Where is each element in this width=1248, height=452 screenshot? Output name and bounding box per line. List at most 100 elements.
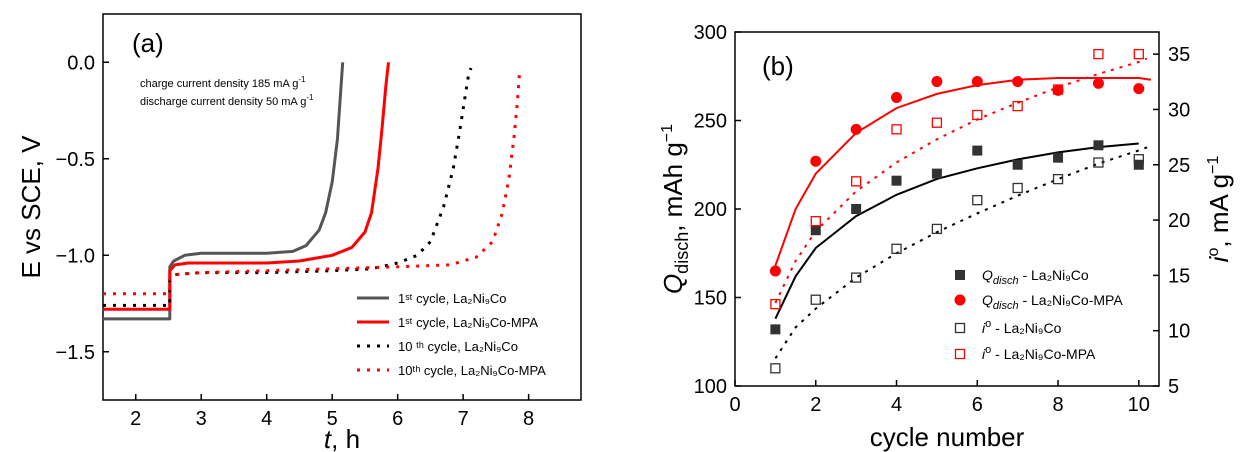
panel-b-left-tick-label: 200: [694, 199, 727, 221]
panel-b-point: [1093, 48, 1104, 60]
panel-b-point: [850, 123, 862, 135]
panel-b-point: [850, 272, 862, 283]
panel-b-legend-label-4: io - La₂Ni₉Co-MPA: [982, 344, 1096, 362]
panel-b-point: [1012, 100, 1023, 112]
panel-b-legend: Qdisch - La₂Ni₉Co Qdisch - La₂Ni₉Co-MPA io…: [954, 267, 1123, 362]
panel-b-right-tick-label: 25: [1168, 155, 1190, 177]
panel-b-point: [1133, 154, 1144, 165]
panel-b-right-tick-label: 5: [1168, 376, 1179, 398]
panel-b-point: [891, 243, 902, 254]
panel-b-fit-lines: [774, 57, 1152, 359]
panel-b-point: [1053, 152, 1064, 163]
panel-a-series: [103, 62, 521, 321]
panel-a-plot-frame: [102, 13, 582, 401]
panel-b-point: [891, 124, 902, 135]
panel-a-y-tick-label: −1.5: [56, 342, 95, 364]
panel-b-legend-label-2: Qdisch - La₂Ni₉Co-MPA: [982, 292, 1123, 312]
panel-b-ticks: 0 2 4 6 8 10 100 150 200 250 300 5 10 15 20 25 30 35: [694, 22, 1191, 416]
panel-a-x-tick-label: 2: [130, 408, 141, 430]
panel-b-point: [851, 204, 862, 214]
panel-b-x-tick-label: 4: [891, 394, 902, 416]
panel-b-fit-line-3: [774, 144, 1152, 359]
panel-b-point: [1093, 157, 1104, 168]
panel-b-point: [891, 91, 903, 103]
panel-b-point: [1092, 77, 1104, 89]
panel-b-fit-line-1: [774, 142, 1139, 320]
panel-a-annotation-charge: charge current density 185 mA g-1: [140, 75, 306, 90]
panel-a-x-axis-title: t, h: [324, 424, 360, 452]
panel-b-point: [770, 363, 781, 374]
panel-b-x-tick-label: 6: [972, 394, 983, 416]
panel-b-point: [769, 265, 781, 277]
panel-b-point: [850, 176, 862, 187]
panel-a-x-tick-label: 8: [523, 408, 534, 430]
panel-b-x-axis-title: cycle number: [870, 422, 1025, 452]
panel-b-point: [931, 76, 943, 88]
panel-b-fit-line-4: [774, 57, 1148, 304]
panel-b-fit-line-2: [774, 77, 1152, 266]
panel-b-right-tick-label: 10: [1168, 321, 1190, 343]
panel-b-point: [1133, 83, 1145, 95]
panel-b-point: [891, 175, 902, 186]
panel-b-point: [972, 194, 983, 206]
panel-b-left-tick-label: 250: [694, 111, 727, 133]
panel-b-x-tick-label: 10: [1128, 394, 1150, 416]
panel-a-series-line-4: [103, 73, 521, 296]
panel-b-label: (b): [762, 51, 794, 81]
panel-b-legend-marker-2: [954, 294, 966, 306]
panel-b-right-tick-label: 30: [1168, 99, 1190, 121]
panel-b-point: [810, 216, 821, 227]
panel-b-point: [810, 294, 821, 305]
panel-b-point: [1012, 159, 1023, 170]
panel-b-left-tick-label: 150: [694, 288, 727, 310]
panel-b-point: [810, 225, 821, 236]
panel-b-x-tick-label: 2: [810, 394, 821, 416]
panel-a-y-tick-label: −0.5: [56, 149, 95, 171]
panel-a-x-tick-label: 4: [261, 408, 272, 430]
panel-a-x-tick-label: 3: [196, 408, 207, 430]
panel-b-point: [1093, 140, 1104, 151]
panel-a-y-tick-label: −1.0: [56, 245, 95, 267]
panel-b-legend-marker-3: [954, 322, 966, 334]
panel-b-legend-marker-4: [954, 348, 966, 360]
panel-b-legend-label-3: io - La₂Ni₉Co: [982, 318, 1062, 336]
panel-b-x-tick-label: 0: [729, 394, 740, 416]
panel-b-point: [770, 298, 781, 310]
panel-b-point: [1012, 76, 1024, 88]
panel-b-data-points: [769, 48, 1145, 374]
panel-a-y-tick-label: 0.0: [67, 52, 95, 74]
panel-b-right-axis-title: io, mA g−1: [1204, 156, 1234, 263]
panel-a-legend-label-3: 10 ᵗʰ cycle, La₂Ni₉Co: [398, 339, 518, 354]
panel-a-ticks: 2 3 4 5 6 7 8 0.0 −0.5 −1.0 −1.5: [56, 52, 535, 430]
panel-a-x-tick-label: 6: [392, 408, 403, 430]
panel-b-right-tick-label: 35: [1168, 44, 1190, 66]
panel-a-series-line-1: [103, 62, 345, 321]
panel-a-annotation-discharge: discharge current density 50 mA g-1: [140, 93, 314, 108]
panel-b-point: [1052, 84, 1064, 96]
panel-b-point: [1052, 84, 1064, 95]
panel-b-point: [1133, 48, 1144, 60]
panel-b-left-tick-label: 300: [694, 22, 727, 44]
panel-b-point: [931, 168, 942, 179]
panel-a-x-tick-label: 7: [458, 408, 469, 430]
panel-a-legend-label-2: 1ˢᵗ cycle, La₂Ni₉Co-MPA: [398, 315, 538, 330]
panel-b-point: [931, 223, 943, 235]
panel-a-series-line-2: [103, 62, 390, 311]
panel-b-left-axis-title: Qdisch, mAh g−1: [658, 124, 692, 294]
panel-b-point: [972, 145, 983, 156]
panel-b-point: [1133, 159, 1144, 170]
panel-b-point: [1012, 182, 1023, 194]
panel-b-right-tick-label: 20: [1168, 210, 1190, 232]
panel-b-legend-marker-1: [955, 270, 965, 280]
panel-a-y-axis-title: E vs SCE, V: [16, 135, 46, 279]
panel-a-legend: 1ˢᵗ cycle, La₂Ni₉Co 1ˢᵗ cycle, La₂Ni₉Co-M…: [357, 291, 546, 378]
panel-b-left-tick-label: 100: [694, 376, 727, 398]
panel-b-point: [971, 76, 983, 88]
panel-b-legend-label-1: Qdisch - La₂Ni₉Co: [982, 267, 1089, 287]
panel-b-point: [972, 109, 983, 121]
panel-a-label: (a): [132, 28, 164, 58]
panel-a-legend-label-4: 10ᵗʰ cycle, La₂Ni₉Co-MPA: [398, 363, 546, 378]
panel-b-point: [1052, 173, 1064, 185]
